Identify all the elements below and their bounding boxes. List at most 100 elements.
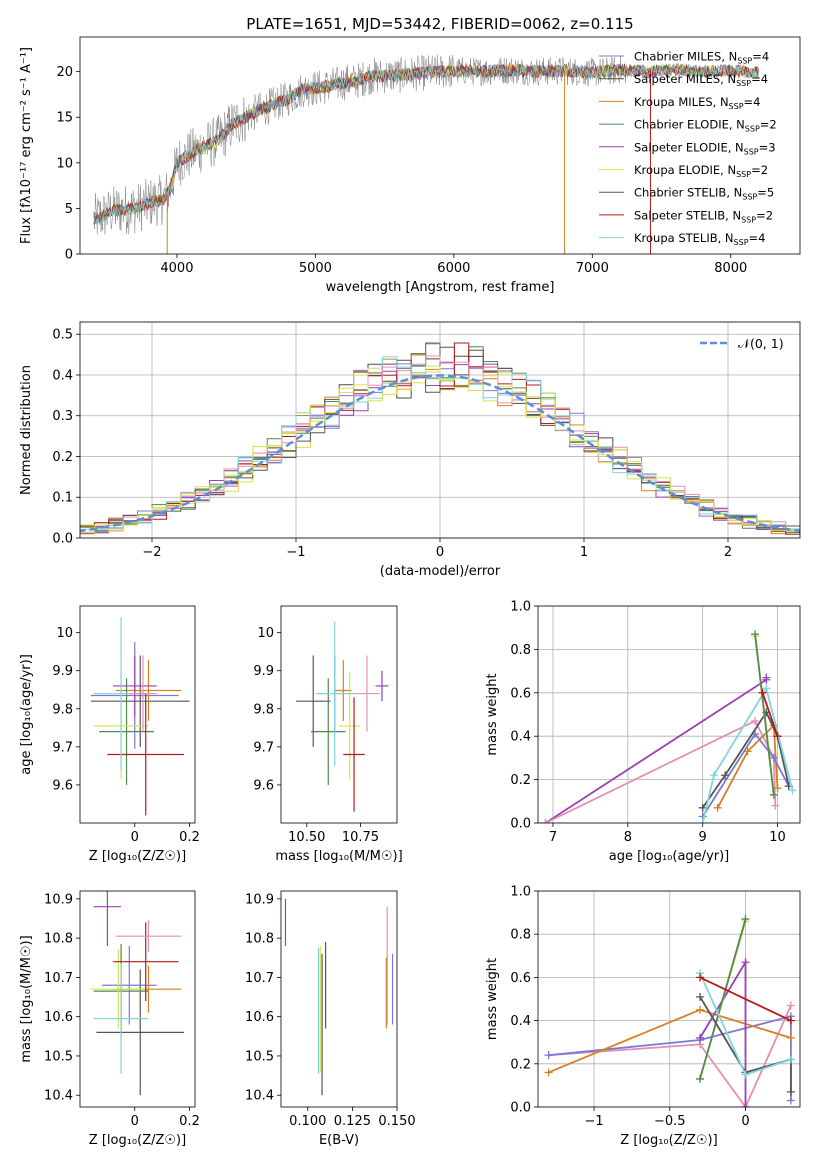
error-bar-point [93, 963, 149, 1074]
weight-marker [709, 771, 718, 780]
y-axis-label: mass weight [485, 673, 500, 755]
weight-marker [786, 1096, 795, 1105]
y-tick-label: 0.2 [510, 1057, 531, 1072]
error-bar-point [343, 697, 365, 812]
x-axis-label: Z [log₁₀(Z/Z☉)] [89, 849, 186, 864]
y-tick-label: 10.5 [44, 1049, 73, 1064]
x-tick-label: −2 [142, 545, 161, 560]
normal-curve [80, 374, 800, 533]
y-tick-label: 0.4 [52, 368, 73, 383]
x-tick-label: 10.75 [342, 830, 379, 845]
error-bar-point [90, 949, 146, 1029]
legend-sub: SSP [742, 193, 757, 202]
plot-area [284, 898, 394, 1096]
panel-mass-vs-ebv: 0.100 0.125 0.150 10.4 10.5 10.6 10.7 10.8 10.9 E… [245, 890, 416, 1148]
legend-label: Salpeter ELODIE, NSSP=3 [634, 140, 776, 156]
weight-marker [788, 786, 797, 795]
weight-series [696, 958, 750, 1107]
legend-label: Chabrier ELODIE, NSSP=2 [634, 118, 777, 134]
weight-line [754, 634, 775, 795]
legend-sub: SSP [729, 102, 744, 111]
y-tick-label: 10.6 [44, 1010, 73, 1025]
y-tick-label: 10 [257, 626, 274, 641]
weight-series [696, 915, 750, 1083]
panel-age-vs-mass: 10.50 10.75 9.6 9.7 9.8 9.9 10 mass [log₁₀(M/M☉… [253, 605, 403, 864]
y-tick-label: 10.4 [44, 1089, 73, 1104]
weight-marker [762, 684, 771, 693]
weight-marker [696, 1033, 705, 1042]
legend-name: Salpeter MILES, N [634, 72, 736, 86]
legend-label: Kroupa STELIB, NSSP=4 [634, 231, 765, 247]
legend-name: Chabrier STELIB, N [634, 186, 742, 200]
x-tick-label: 0.2 [179, 1114, 200, 1129]
weight-marker [751, 630, 760, 639]
weight-marker [773, 732, 782, 741]
y-tick-label: 0.1 [52, 491, 73, 506]
weight-marker [786, 1087, 795, 1096]
weight-marker [758, 688, 767, 697]
weight-series [544, 1005, 795, 1077]
error-bar-point [334, 660, 352, 721]
y-tick-label: 20 [56, 65, 73, 80]
legend-label: Chabrier MILES, NSSP=4 [634, 50, 769, 66]
error-bar-point [375, 670, 389, 702]
y-tick-label: 0.4 [510, 730, 531, 745]
y-tick-label: 9.8 [253, 702, 274, 717]
x-tick-label: 0.125 [334, 1114, 371, 1129]
weight-marker [721, 771, 730, 780]
y-tick-label: 0.0 [510, 1101, 531, 1116]
legend-label: Salpeter STELIB, NSSP=2 [634, 208, 773, 224]
plot-area [538, 891, 800, 1107]
weight-marker [786, 1033, 795, 1042]
y-tick-label: 0.2 [52, 450, 73, 465]
x-tick-label: −1 [286, 545, 305, 560]
legend-name: Salpeter STELIB, N [634, 208, 741, 222]
weight-series [758, 688, 782, 741]
weight-marker [698, 819, 707, 823]
x-tick-label: 7 [549, 830, 557, 845]
y-tick-label: 10 [56, 156, 73, 171]
x-axis-label: mass [log₁₀(M/M☉)] [275, 849, 402, 864]
y-axis-label: mass weight [485, 958, 500, 1040]
x-axis-label: wavelength [Angstrom, rest frame] [326, 280, 555, 295]
y-axis-label: mass [log₁₀(M/M☉)] [19, 935, 34, 1062]
weight-series [698, 684, 797, 823]
error-bar-point [90, 655, 190, 747]
legend-suffix: =4 [744, 95, 761, 109]
panel-weight-vs-age: 7 8 9 10 0.0 0.2 0.4 0.6 0.8 1.0 age [log₁₀(age/yr… [485, 600, 801, 864]
y-tick-label: 1.0 [510, 600, 531, 615]
weight-line [699, 976, 792, 1022]
legend-name: Chabrier MILES, N [634, 50, 737, 64]
axes-frame [79, 605, 196, 824]
x-axis-label: E(B-V) [319, 1133, 359, 1148]
weight-marker [544, 1068, 553, 1077]
y-tick-label: 10.9 [245, 892, 274, 907]
y-tick-label: 5 [65, 202, 73, 217]
legend-name: Kroupa ELODIE, N [634, 163, 736, 177]
legend-sub: SSP [744, 147, 759, 156]
error-bar-point [315, 621, 355, 766]
weight-marker [786, 1001, 795, 1010]
legend-suffix: =5 [757, 186, 774, 200]
plot-area [538, 606, 800, 823]
y-tick-label: 10.8 [44, 932, 73, 947]
y-tick-label: 9.7 [52, 740, 73, 755]
legend-sub: SSP [745, 125, 760, 134]
y-tick-label: 0.6 [510, 971, 531, 986]
plot-area [90, 891, 185, 1096]
weight-marker [713, 803, 722, 812]
y-tick-label: 10.6 [245, 1010, 274, 1025]
axes-frame [79, 321, 801, 539]
weight-series [751, 630, 778, 799]
error-bar-point [93, 891, 122, 946]
weight-marker [786, 1016, 795, 1025]
weight-line [716, 723, 779, 809]
weight-marker [696, 973, 705, 982]
y-tick-label: 10.9 [44, 892, 73, 907]
y-tick-label: 0.0 [510, 817, 531, 832]
weight-series [541, 717, 780, 823]
legend-suffix: =3 [759, 140, 776, 154]
weight-marker [773, 784, 782, 793]
plot-area [296, 621, 389, 812]
